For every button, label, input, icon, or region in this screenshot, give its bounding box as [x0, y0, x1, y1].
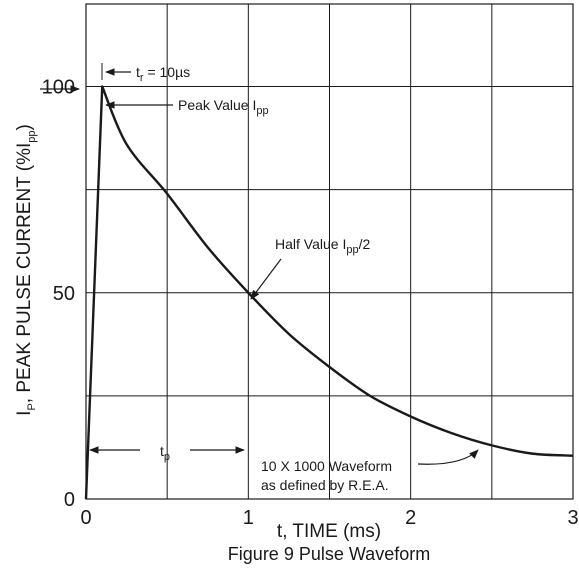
y-axis-title: IP, PEAK PULSE CURRENT (%Ipp) [14, 124, 38, 416]
x-tick-label-3: 3 [567, 507, 578, 529]
series-group [84, 85, 574, 500]
y-tick-label-0: 0 [64, 489, 75, 511]
half-value-arrow [250, 258, 282, 300]
rise-time-label: tr = 10µs [136, 64, 190, 84]
half-value-label: Half Value Ipp/2 [275, 236, 370, 256]
waveform-label-line1: 10 X 1000 Waveform [261, 458, 392, 474]
tp-label: tp [160, 443, 170, 463]
x-tick-label-1: 1 [243, 507, 254, 529]
x-axis-title: t, TIME (ms) [277, 521, 381, 542]
x-tick-label-2: 2 [405, 507, 416, 529]
plot-frame [85, 3, 574, 500]
waveform-pointer-arrow [417, 449, 479, 465]
peak-value-label: Peak Value Ipp [178, 97, 269, 117]
y-tick-labels: 0 50 100 [42, 77, 75, 512]
y-tick-label-2: 100 [42, 77, 75, 99]
y-tick-label-1: 50 [53, 283, 75, 305]
waveform-label-line2: as defined by R.E.A. [261, 477, 389, 493]
series-line-0 [84, 85, 574, 500]
x-tick-label-0: 0 [80, 507, 91, 529]
x-tick-labels: 0 1 2 3 [80, 507, 578, 529]
figure-caption: Figure 9 Pulse Waveform [228, 544, 430, 564]
